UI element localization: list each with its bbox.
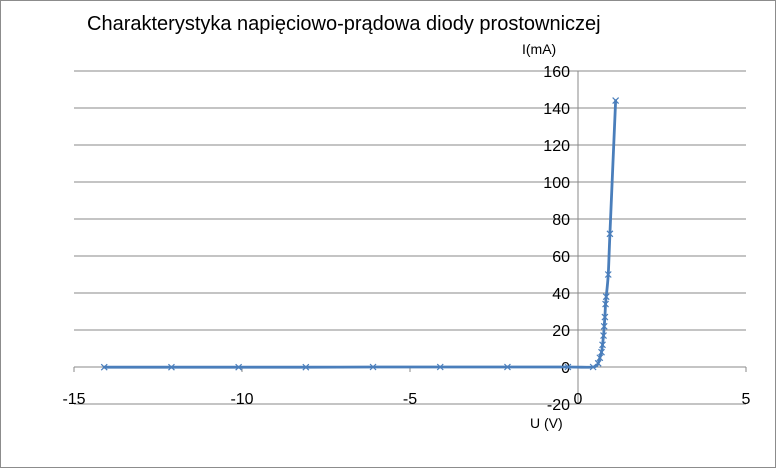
y-tick-label: 100 (543, 175, 570, 192)
y-tick-label: 120 (543, 138, 570, 155)
y-tick-label: 80 (552, 212, 570, 229)
data-point-marker (600, 322, 608, 330)
x-tick-label: 5 (742, 391, 751, 408)
x-tick-label: -10 (230, 391, 253, 408)
y-tick-label: 60 (552, 249, 570, 266)
y-tick-label: 40 (552, 286, 570, 303)
data-point-marker (235, 363, 243, 371)
data-point-marker (369, 363, 377, 371)
y-tick-label: 140 (543, 101, 570, 118)
data-point-marker (606, 230, 614, 238)
data-point-marker (598, 348, 605, 356)
y-tick-label: 20 (552, 323, 570, 340)
data-point-marker (594, 359, 602, 367)
data-point-marker (504, 363, 511, 371)
data-point-marker (602, 300, 609, 308)
data-point-marker (604, 271, 612, 278)
series-line (102, 99, 618, 369)
chart-title: Charakterystyka napięciowo-prądowa diody… (87, 13, 601, 35)
x-tick-label: 0 (574, 391, 583, 408)
x-tick-label: -5 (403, 391, 417, 408)
data-point-marker (612, 97, 620, 105)
x-tick-label: -15 (62, 391, 85, 408)
y-axis-label: I(mA) (522, 41, 556, 57)
data-point-marker (589, 363, 597, 371)
data-point-marker (602, 293, 610, 301)
data-point-marker (100, 363, 108, 371)
data-point-marker (599, 341, 606, 349)
data-point-marker (168, 363, 175, 371)
data-point-marker (601, 313, 609, 321)
data-point-marker (596, 354, 604, 362)
data-point-marker (564, 363, 572, 371)
x-axis-label: U (V) (530, 415, 563, 431)
y-tick-label: -20 (547, 397, 570, 414)
y-tick-label: 160 (543, 64, 570, 81)
data-point-marker (302, 363, 310, 371)
data-point-marker (600, 332, 607, 339)
data-point-marker (436, 363, 444, 371)
